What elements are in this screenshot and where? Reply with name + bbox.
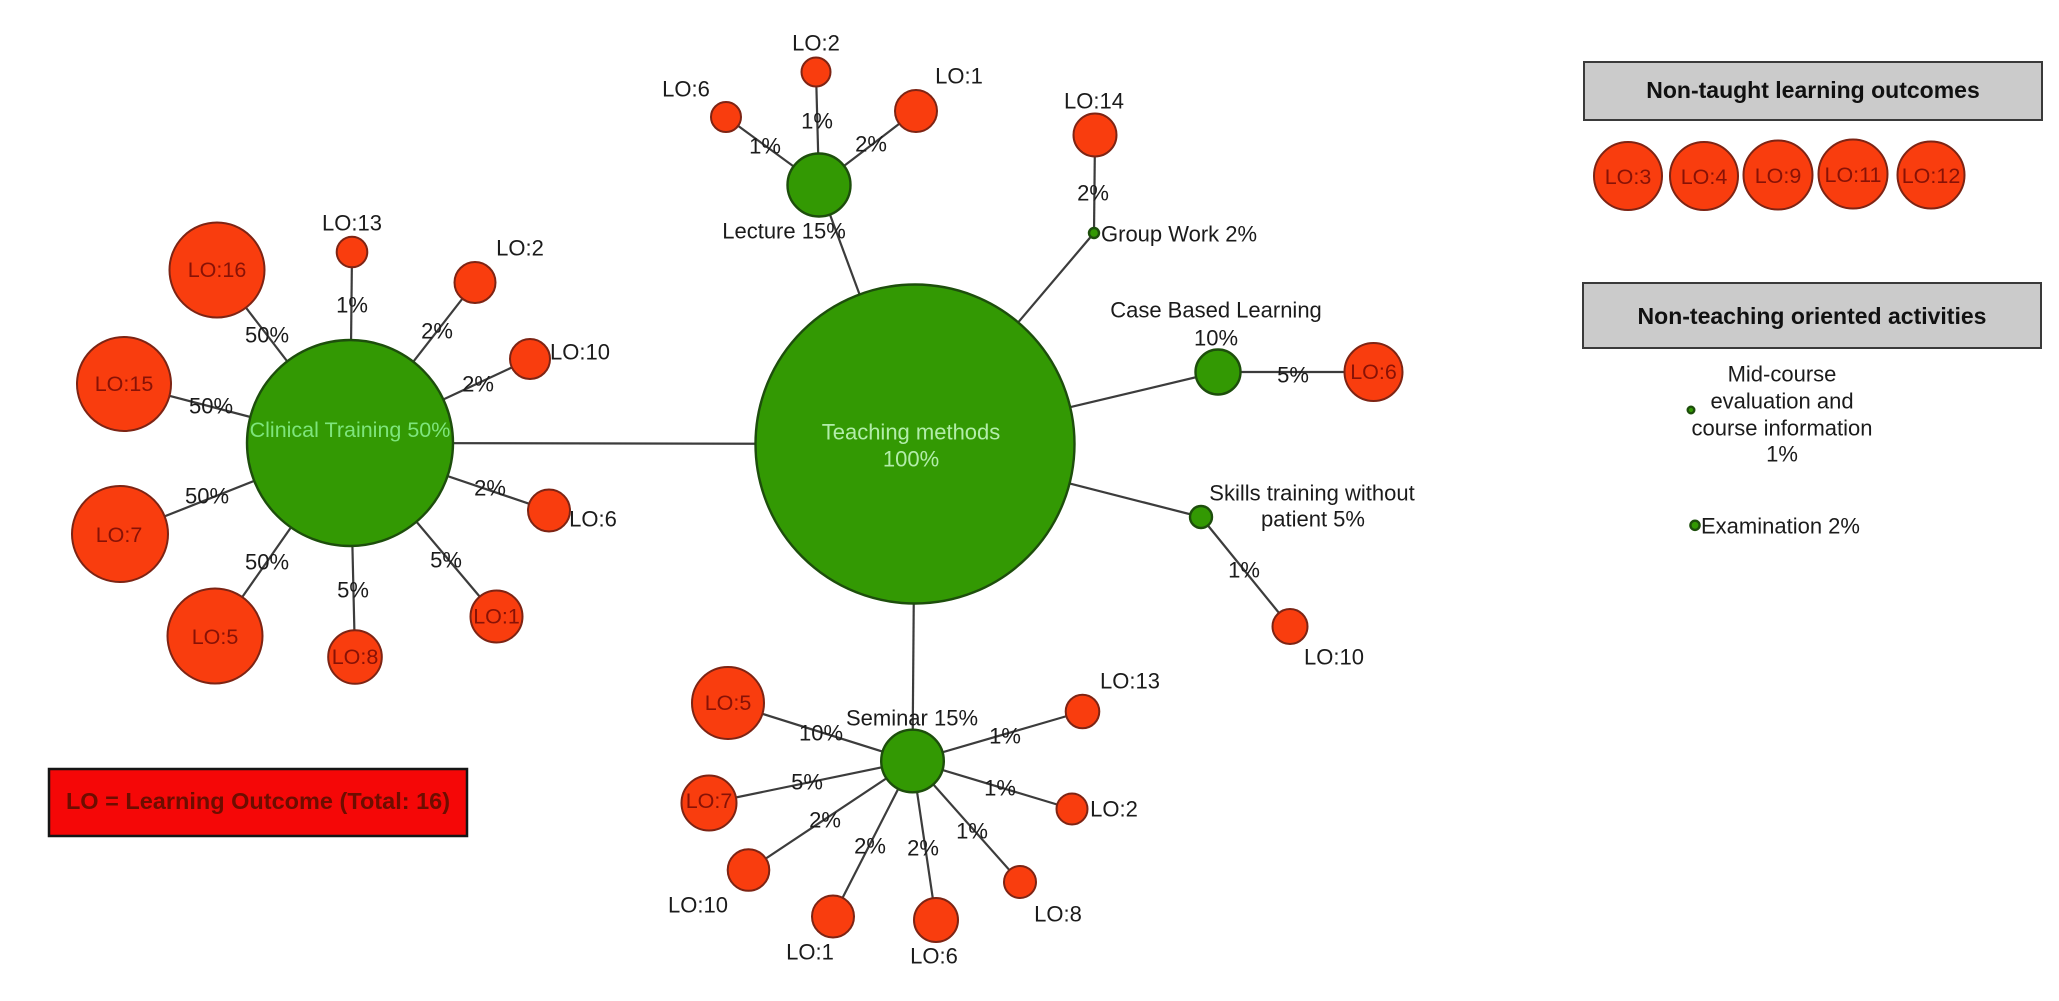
svg-text:1%: 1% (989, 724, 1021, 749)
svg-text:2%: 2% (462, 372, 494, 397)
svg-text:2%: 2% (474, 476, 506, 501)
svg-text:1%: 1% (1766, 442, 1798, 467)
svg-text:LO:8: LO:8 (1034, 902, 1082, 927)
svg-text:Lecture 15%: Lecture 15% (722, 219, 846, 244)
svg-text:Mid-course: Mid-course (1728, 362, 1837, 387)
svg-text:5%: 5% (430, 548, 462, 573)
svg-text:2%: 2% (855, 132, 887, 157)
svg-text:LO:6: LO:6 (662, 77, 710, 102)
svg-text:Skills training without: Skills training without (1209, 481, 1414, 506)
svg-text:LO = Learning Outcome (Total:: LO = Learning Outcome (Total: 16) (66, 788, 450, 814)
svg-text:10%: 10% (1194, 326, 1238, 351)
svg-text:5%: 5% (337, 578, 369, 603)
svg-text:LO:1: LO:1 (473, 605, 520, 629)
svg-text:LO:15: LO:15 (95, 372, 154, 396)
svg-text:LO:6: LO:6 (569, 507, 617, 532)
svg-text:Non-teaching oriented activiti: Non-teaching oriented activities (1638, 303, 1987, 329)
svg-text:LO:2: LO:2 (496, 236, 544, 261)
svg-text:LO:8: LO:8 (332, 645, 379, 669)
svg-text:1%: 1% (956, 819, 988, 844)
svg-text:LO:13: LO:13 (322, 211, 382, 236)
svg-text:LO:14: LO:14 (1064, 89, 1124, 114)
svg-text:course information: course information (1692, 416, 1873, 441)
svg-text:LO:10: LO:10 (1304, 645, 1364, 670)
svg-text:1%: 1% (801, 109, 833, 134)
svg-text:1%: 1% (1228, 558, 1260, 583)
svg-text:Case Based Learning: Case Based Learning (1110, 298, 1322, 323)
svg-text:evaluation and: evaluation and (1710, 389, 1853, 414)
svg-text:2%: 2% (421, 319, 453, 344)
svg-text:LO:10: LO:10 (668, 893, 728, 918)
svg-text:1%: 1% (336, 293, 368, 318)
svg-text:50%: 50% (189, 394, 233, 419)
svg-text:LO:10: LO:10 (550, 340, 610, 365)
svg-text:LO:6: LO:6 (1350, 360, 1397, 384)
svg-text:50%: 50% (245, 323, 289, 348)
svg-text:2%: 2% (854, 834, 886, 859)
svg-text:LO:7: LO:7 (686, 789, 733, 813)
svg-text:LO:9: LO:9 (1755, 164, 1802, 188)
svg-text:5%: 5% (791, 770, 823, 795)
svg-text:50%: 50% (245, 550, 289, 575)
svg-text:LO:2: LO:2 (792, 31, 840, 56)
svg-text:LO:6: LO:6 (910, 944, 958, 969)
svg-text:1%: 1% (984, 776, 1016, 801)
svg-text:5%: 5% (1277, 363, 1309, 388)
svg-text:LO:4: LO:4 (1681, 165, 1728, 189)
svg-text:Non-taught learning outcomes: Non-taught learning outcomes (1646, 77, 1980, 103)
svg-text:LO:5: LO:5 (192, 625, 239, 649)
svg-text:LO:12: LO:12 (1902, 164, 1961, 188)
svg-text:1%: 1% (749, 134, 781, 159)
svg-text:LO:3: LO:3 (1605, 165, 1652, 189)
svg-text:LO:5: LO:5 (705, 691, 752, 715)
svg-text:LO:11: LO:11 (1825, 163, 1882, 187)
svg-text:LO:2: LO:2 (1090, 797, 1138, 822)
svg-text:Group Work 2%: Group Work 2% (1101, 222, 1257, 247)
svg-text:Clinical Training 50%: Clinical Training 50% (250, 418, 451, 442)
svg-text:2%: 2% (907, 836, 939, 861)
svg-text:100%: 100% (883, 447, 939, 472)
svg-text:LO:1: LO:1 (935, 64, 983, 89)
svg-text:LO:1: LO:1 (786, 940, 834, 965)
svg-text:2%: 2% (1077, 181, 1109, 206)
svg-text:10%: 10% (799, 721, 843, 746)
svg-text:LO:16: LO:16 (188, 258, 247, 282)
svg-text:LO:7: LO:7 (96, 523, 143, 547)
svg-text:2%: 2% (809, 808, 841, 833)
svg-text:patient 5%: patient 5% (1261, 507, 1365, 532)
svg-text:Seminar 15%: Seminar 15% (846, 706, 978, 731)
svg-text:50%: 50% (185, 484, 229, 509)
svg-text:Examination 2%: Examination 2% (1701, 514, 1860, 539)
svg-text:Teaching methods: Teaching methods (822, 420, 1001, 445)
svg-text:LO:13: LO:13 (1100, 669, 1160, 694)
